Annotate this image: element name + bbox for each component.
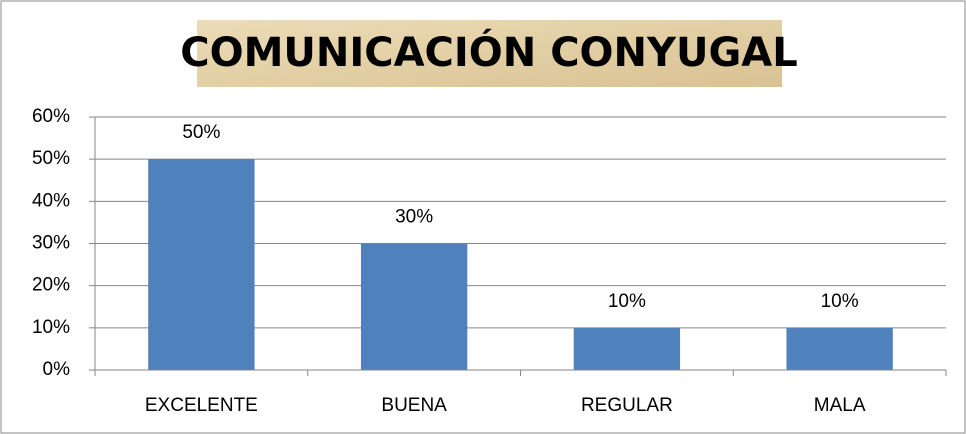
y-tick-label: 20% (32, 275, 70, 296)
bar (360, 243, 468, 370)
value-label: 10% (608, 291, 646, 312)
value-label: 30% (395, 207, 433, 228)
y-tick-label: 30% (32, 233, 70, 254)
bar (786, 327, 893, 370)
value-label: 10% (821, 291, 859, 312)
title-box (197, 20, 782, 87)
chart-title: COMUNICACIÓN CONYUGAL (180, 28, 798, 76)
y-tick-label: 50% (32, 148, 70, 169)
bar (148, 159, 255, 370)
x-tick-label: EXCELENTE (145, 395, 258, 416)
x-tick-label: REGULAR (581, 395, 673, 416)
x-tick-label: MALA (814, 395, 866, 416)
y-tick-label: 60% (32, 106, 70, 127)
value-label: 50% (182, 122, 220, 143)
x-tick-label: BUENA (381, 395, 447, 416)
y-tick-label: 40% (32, 190, 70, 211)
bar (573, 327, 681, 370)
y-tick-label: 0% (43, 359, 71, 380)
y-tick-label: 10% (32, 317, 70, 338)
